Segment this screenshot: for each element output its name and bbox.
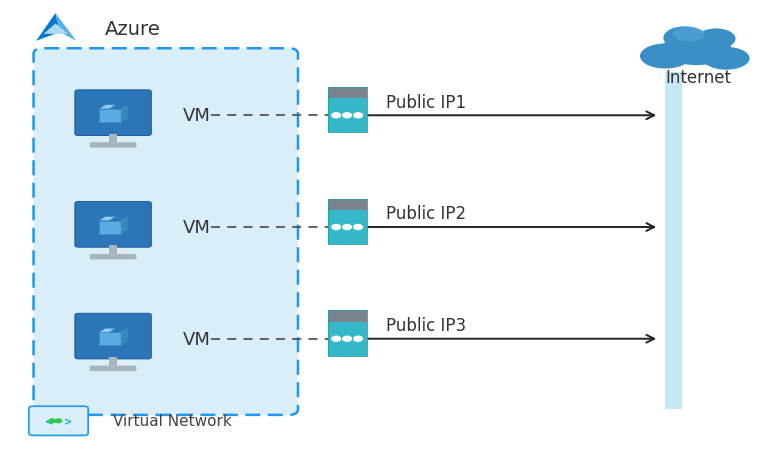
Polygon shape xyxy=(44,25,68,35)
Ellipse shape xyxy=(672,28,705,42)
Text: VM: VM xyxy=(183,218,211,237)
Bar xyxy=(109,134,117,144)
Text: VM: VM xyxy=(183,107,211,125)
Bar xyxy=(665,73,682,410)
Ellipse shape xyxy=(703,48,750,71)
Ellipse shape xyxy=(640,44,691,70)
Polygon shape xyxy=(99,106,115,110)
Polygon shape xyxy=(99,329,115,333)
Circle shape xyxy=(342,113,352,118)
Circle shape xyxy=(354,336,363,341)
Circle shape xyxy=(342,225,352,230)
Bar xyxy=(109,357,117,367)
Circle shape xyxy=(55,419,62,423)
Bar xyxy=(328,199,367,245)
Bar xyxy=(99,333,121,345)
Bar xyxy=(328,310,367,356)
Circle shape xyxy=(332,113,341,118)
Bar xyxy=(99,221,121,234)
Bar xyxy=(99,110,121,122)
FancyBboxPatch shape xyxy=(75,202,151,248)
FancyBboxPatch shape xyxy=(29,406,88,435)
Ellipse shape xyxy=(663,27,707,50)
Bar xyxy=(328,199,367,210)
Bar xyxy=(109,246,117,255)
Text: Public IP3: Public IP3 xyxy=(386,316,466,334)
Text: Internet: Internet xyxy=(665,68,731,86)
FancyBboxPatch shape xyxy=(90,254,136,260)
Bar xyxy=(328,88,367,133)
Bar xyxy=(328,310,367,322)
Text: Virtual Network: Virtual Network xyxy=(113,414,232,428)
FancyBboxPatch shape xyxy=(90,143,136,148)
Circle shape xyxy=(354,113,363,118)
FancyBboxPatch shape xyxy=(75,91,151,136)
Text: Public IP1: Public IP1 xyxy=(386,93,466,111)
Circle shape xyxy=(354,225,363,230)
Text: Azure: Azure xyxy=(105,20,161,39)
Bar xyxy=(328,99,367,133)
Text: VM: VM xyxy=(183,330,211,348)
FancyBboxPatch shape xyxy=(75,313,151,359)
Ellipse shape xyxy=(697,29,736,50)
Circle shape xyxy=(332,225,341,230)
FancyBboxPatch shape xyxy=(34,49,298,415)
Bar xyxy=(328,87,367,99)
Circle shape xyxy=(342,336,352,341)
FancyBboxPatch shape xyxy=(90,366,136,371)
Polygon shape xyxy=(55,14,76,42)
Text: Public IP2: Public IP2 xyxy=(386,205,466,223)
Circle shape xyxy=(49,419,55,423)
Bar xyxy=(328,210,367,245)
Polygon shape xyxy=(121,217,128,234)
Polygon shape xyxy=(121,106,128,122)
Polygon shape xyxy=(36,14,60,42)
Polygon shape xyxy=(121,329,128,345)
Circle shape xyxy=(332,336,341,341)
Polygon shape xyxy=(99,217,115,221)
Ellipse shape xyxy=(661,34,732,66)
Bar xyxy=(328,322,367,356)
Text: <·· >: <·· > xyxy=(45,416,72,426)
